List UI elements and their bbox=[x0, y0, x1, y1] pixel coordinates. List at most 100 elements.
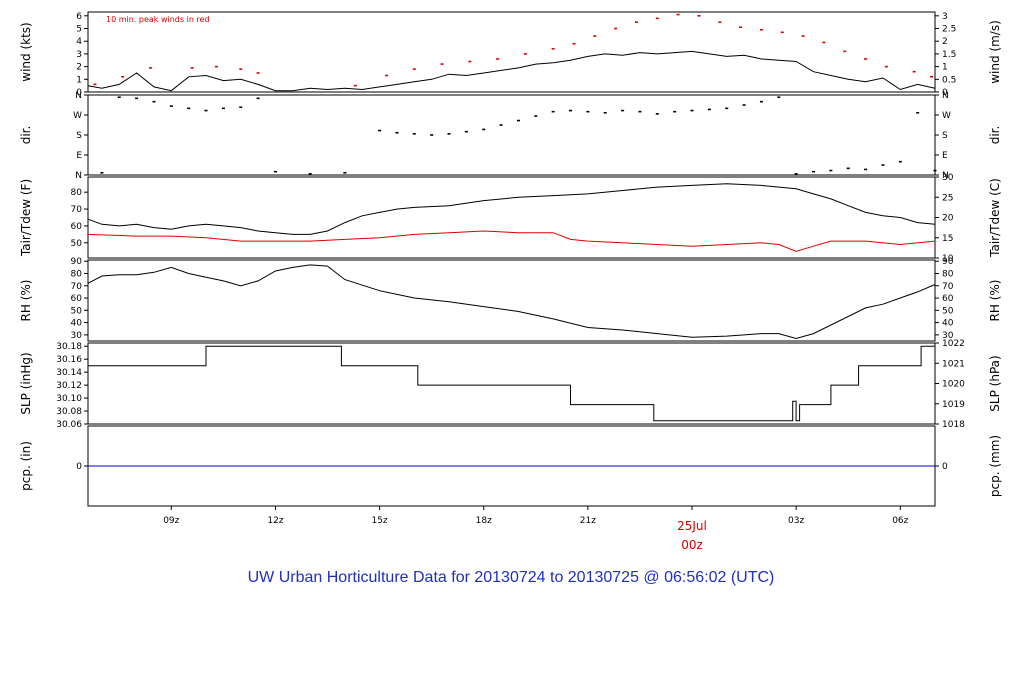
wind-peak-point bbox=[614, 27, 618, 30]
pcp-ylabel-right: pcp. (mm) bbox=[988, 435, 1002, 497]
temp-ytick-label: 60 bbox=[71, 222, 83, 232]
dir-direction-point bbox=[239, 106, 243, 109]
dir-direction-point bbox=[152, 100, 156, 103]
dir-direction-point bbox=[621, 109, 625, 112]
pcp-ytick-right-label: 0 bbox=[942, 462, 948, 472]
slp-ytick-right-label: 1020 bbox=[942, 380, 965, 390]
wind-ytick-right-label: 3 bbox=[942, 12, 948, 22]
slp-ytick-label: 30.08 bbox=[56, 407, 82, 417]
wind-ytick-label: 4 bbox=[76, 37, 82, 47]
wind-panel-frame bbox=[87, 11, 936, 93]
wind-peak-point bbox=[440, 63, 444, 65]
dir-direction-point bbox=[759, 100, 763, 103]
dir-panel-frame bbox=[87, 94, 936, 176]
dir-direction-point bbox=[273, 170, 277, 173]
wind-peak-point bbox=[148, 67, 152, 69]
slp-ytick-label: 30.16 bbox=[56, 355, 82, 365]
dir-direction-point bbox=[829, 169, 833, 172]
wind-ytick-right-label: 2.5 bbox=[942, 25, 956, 35]
temp-ytick-right-label: 20 bbox=[942, 214, 954, 224]
wind-ytick-label: 5 bbox=[76, 25, 82, 35]
slp-panel-frame bbox=[87, 342, 936, 425]
dir-ytick-label: N bbox=[75, 171, 82, 181]
dir-direction-point bbox=[516, 119, 520, 122]
dir-direction-point bbox=[117, 96, 121, 99]
wind-peak-point bbox=[884, 65, 888, 68]
dir-direction-point bbox=[742, 104, 746, 106]
wind-peak-point bbox=[551, 48, 555, 50]
slp-ytick-label: 30.12 bbox=[56, 381, 82, 391]
dir-direction-point bbox=[794, 173, 798, 175]
wind-peak-point bbox=[256, 72, 260, 74]
wind-peak-point bbox=[634, 21, 638, 23]
wind-peak-point bbox=[496, 58, 500, 60]
dir-direction-point bbox=[812, 170, 816, 173]
temp-ytick-label: 70 bbox=[71, 205, 83, 215]
time-tick-label: 18z bbox=[476, 516, 492, 526]
dir-direction-point bbox=[725, 107, 729, 110]
wind-ytick-label: 2 bbox=[76, 63, 82, 73]
dir-ytick-label: N bbox=[75, 91, 82, 101]
wind-ytick-right-label: 0.5 bbox=[942, 75, 956, 85]
temp-ytick-right-label: 10 bbox=[942, 254, 954, 264]
dir-direction-point bbox=[551, 110, 555, 113]
slp-ytick-right-label: 1022 bbox=[942, 339, 965, 349]
wind-ytick-right-label: 2 bbox=[942, 37, 948, 47]
wind-peak-point bbox=[353, 84, 357, 87]
slp-ylabel-right: SLP (hPa) bbox=[988, 355, 1002, 411]
rh-ytick-label: 40 bbox=[71, 319, 83, 329]
temp-ytick-right-label: 25 bbox=[942, 193, 953, 203]
rh-ytick-label: 80 bbox=[71, 270, 83, 280]
dir-direction-point bbox=[569, 109, 573, 112]
dir-ytick-right-label: N bbox=[942, 171, 949, 181]
dir-direction-point bbox=[412, 133, 416, 135]
slp-ytick-label: 30.18 bbox=[56, 342, 82, 352]
dir-direction-point bbox=[464, 130, 468, 133]
dir-direction-point bbox=[204, 109, 208, 112]
wind-peak-point bbox=[864, 58, 868, 60]
dir-ytick-right-label: N bbox=[942, 91, 949, 101]
wind-ytick-label: 3 bbox=[76, 50, 82, 60]
slp-ytick-right-label: 1021 bbox=[942, 359, 965, 369]
slp-ytick-label: 30.14 bbox=[56, 368, 82, 378]
wind-peak-point bbox=[739, 26, 743, 29]
rh-ytick-label: 50 bbox=[71, 306, 83, 316]
wind-ytick-label: 6 bbox=[76, 12, 82, 22]
dir-ytick-label: E bbox=[76, 151, 82, 161]
dir-direction-point bbox=[586, 110, 590, 113]
rh-ytick-label: 90 bbox=[71, 257, 83, 267]
chart-title: UW Urban Horticulture Data for 20130724 … bbox=[248, 569, 775, 586]
dir-direction-point bbox=[777, 96, 781, 99]
pcp-ylabel: pcp. (in) bbox=[19, 441, 33, 491]
rh-ytick-label: 70 bbox=[71, 282, 83, 292]
dir-direction-point bbox=[864, 168, 868, 171]
dir-direction-point bbox=[846, 167, 850, 170]
time-tick-label: 06z bbox=[892, 516, 908, 526]
wind-peak-point bbox=[214, 65, 218, 68]
dir-direction-point bbox=[169, 105, 173, 107]
dir-direction-point bbox=[447, 133, 451, 135]
rh-ytick-right-label: 80 bbox=[942, 270, 954, 280]
wind-peak-point bbox=[385, 74, 389, 77]
wind-peak-point bbox=[239, 68, 243, 70]
rh-ylabel-right: RH (%) bbox=[988, 280, 1002, 322]
time-tick-label: 25Jul bbox=[677, 519, 707, 533]
wind-ytick-right-label: 1.5 bbox=[942, 50, 956, 60]
wind-peak-point bbox=[93, 83, 97, 86]
temp-ytick-right-label: 15 bbox=[942, 234, 953, 244]
dir-ytick-right-label: W bbox=[942, 111, 951, 121]
wind-peak-point bbox=[801, 35, 805, 37]
dir-direction-point bbox=[499, 124, 503, 126]
dir-direction-point bbox=[135, 97, 139, 100]
wind-ylabel: wind (kts) bbox=[19, 22, 33, 81]
wind-ytick-right-label: 0 bbox=[942, 88, 948, 98]
rh-ylabel: RH (%) bbox=[19, 280, 33, 322]
wind-peak-point bbox=[676, 13, 680, 16]
wind-peak-point bbox=[468, 60, 472, 63]
temp-ytick-label: 80 bbox=[71, 188, 83, 198]
wind-peak-point bbox=[697, 15, 701, 17]
wind-peak-point bbox=[718, 21, 722, 23]
rh-ytick-label: 60 bbox=[71, 294, 83, 304]
dir-direction-point bbox=[638, 110, 642, 113]
